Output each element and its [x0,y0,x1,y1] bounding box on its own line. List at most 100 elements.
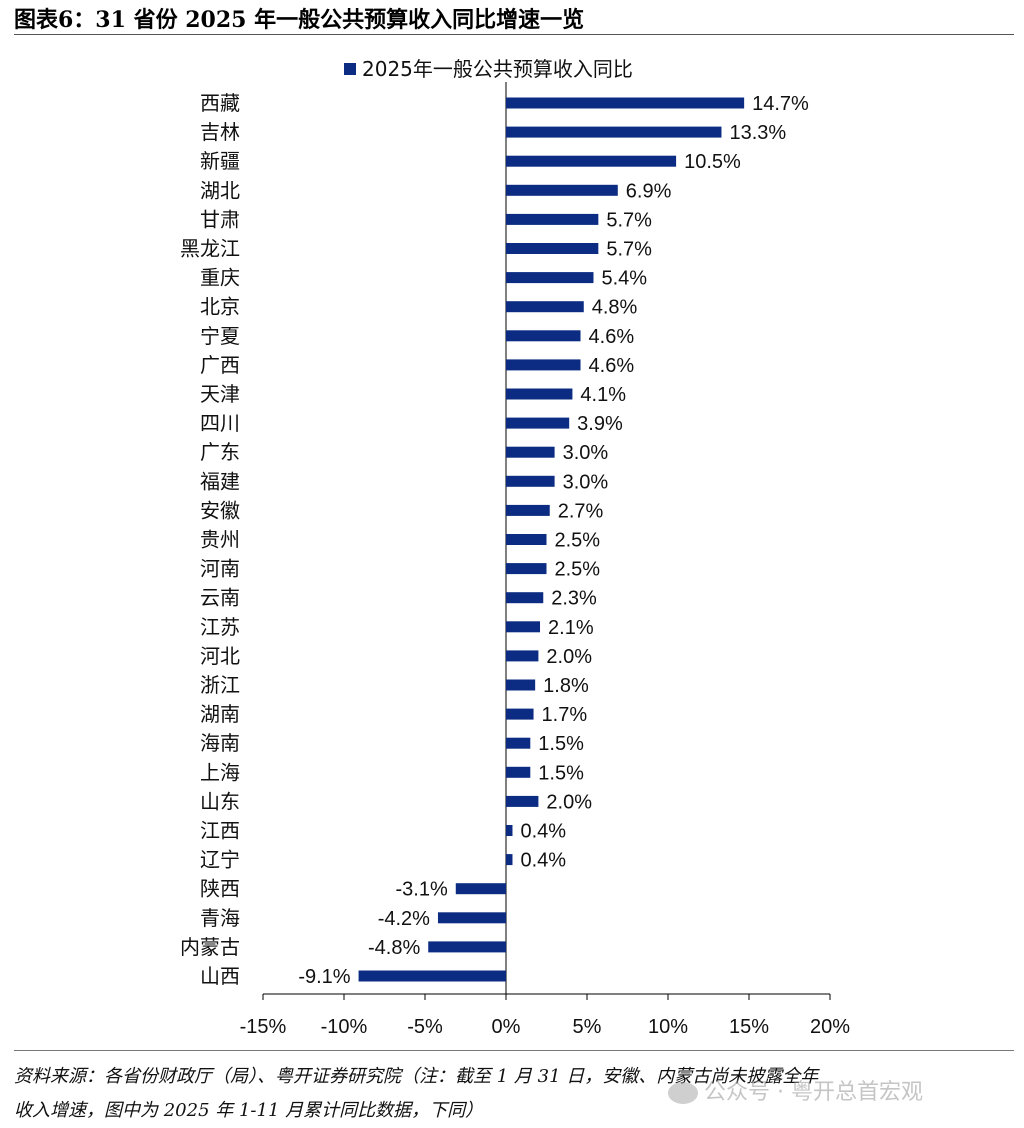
legend-swatch [344,63,356,75]
x-tick-label: -5% [407,1016,443,1038]
bar-19 [506,650,539,662]
bar-0 [506,97,745,109]
bar-6 [506,272,594,284]
category-label: 四川 [200,411,240,435]
data-label: 1.8% [543,675,589,697]
category-label: 浙江 [200,673,240,697]
data-label: 14.7% [752,93,809,115]
category-label: 天津 [200,382,240,406]
data-label: -4.2% [378,908,430,930]
bar-8 [506,330,581,342]
bar-29 [428,941,506,953]
bar-16 [506,563,547,575]
source-note-line1: 资料来源：各省份财政厅（局）、粤开证券研究院（注：截至 1 月 31 日，安徽、… [14,1066,819,1087]
data-label: 2.0% [546,646,592,668]
category-label: 黑龙江 [180,237,240,261]
data-label: 1.5% [538,733,584,755]
source-note-line2: 收入增速，图中为 2025 年 1-11 月累计同比数据，下同） [14,1100,484,1121]
bar-2 [506,155,677,167]
category-label: 青海 [200,906,240,930]
x-tick-label: -10% [321,1016,368,1038]
data-label: 3.0% [563,471,609,493]
data-label: -4.8% [368,937,420,959]
data-label: 5.7% [606,209,652,231]
category-label: 新疆 [200,149,240,173]
category-label: 宁夏 [200,324,240,348]
data-label: 4.8% [592,297,638,319]
bar-17 [506,592,544,604]
bar-12 [506,446,555,458]
bar-18 [506,621,541,633]
bar-3 [506,184,618,196]
footnote-rule [14,1050,1014,1051]
bar-30 [358,970,506,982]
bar-26 [506,854,513,866]
data-label: -9.1% [298,966,350,988]
bar-13 [506,475,555,487]
category-label: 云南 [200,586,240,610]
bar-5 [506,243,599,254]
data-label: 2.1% [548,617,594,639]
bar-1 [506,126,722,138]
bar-7 [506,301,584,313]
x-tick-label: 10% [648,1016,688,1038]
category-label: 北京 [200,295,240,319]
category-label: 西藏 [200,91,240,115]
bar-15 [506,534,547,545]
data-label: 2.7% [558,500,604,522]
category-label: 福建 [200,469,240,493]
data-label: 5.4% [601,268,647,290]
category-label: 安徽 [200,498,240,522]
category-label: 广西 [200,353,240,377]
data-label: 2.5% [555,530,601,552]
data-label: 1.7% [542,704,588,726]
x-tick-label: 15% [729,1016,769,1038]
bar-14 [506,504,550,516]
bar-27 [455,883,506,895]
category-label: 重庆 [200,266,240,290]
data-label: -3.1% [396,879,448,901]
bar-22 [506,737,531,749]
chart-title: 图表6：31 省份 2025 年一般公共预算收入同比增速一览 [14,7,585,33]
x-tick-label: 0% [492,1016,521,1038]
category-label: 贵州 [200,528,240,552]
data-label: 0.4% [520,821,566,843]
bar-10 [506,388,573,400]
data-label: 2.3% [551,588,597,610]
data-label: 4.6% [589,355,635,377]
category-label: 山东 [200,789,240,813]
category-label: 河南 [200,557,240,581]
category-label: 河北 [200,644,240,668]
data-label: 4.6% [589,326,635,348]
x-tick-label: 20% [810,1016,850,1038]
title-rule [14,34,1014,35]
bar-28 [437,912,506,924]
data-label: 10.5% [684,151,741,173]
category-label: 内蒙古 [180,935,240,959]
data-label: 0.4% [520,850,566,872]
data-label: 5.7% [606,239,652,261]
bar-9 [506,359,581,371]
watermark-text: 公众号 · 粤开总首宏观 [704,1080,923,1105]
wechat-icon [668,1082,698,1104]
data-label: 4.1% [580,384,626,406]
data-label: 2.5% [555,559,601,581]
data-label: 3.0% [563,442,609,464]
category-label: 湖北 [200,178,240,202]
category-label: 江西 [200,819,240,843]
category-label: 上海 [200,760,240,784]
legend-label: 2025年一般公共预算收入同比 [362,57,633,81]
category-label: 江苏 [200,615,240,639]
data-label: 13.3% [729,122,786,144]
bar-24 [506,795,539,807]
category-label: 海南 [200,731,240,755]
bar-20 [506,679,536,691]
category-label: 辽宁 [200,848,240,872]
bar-21 [506,708,534,720]
category-label: 山西 [200,964,240,988]
data-label: 6.9% [626,180,672,202]
category-label: 湖南 [200,702,240,726]
category-label: 广东 [200,440,240,464]
category-label: 吉林 [200,120,240,144]
